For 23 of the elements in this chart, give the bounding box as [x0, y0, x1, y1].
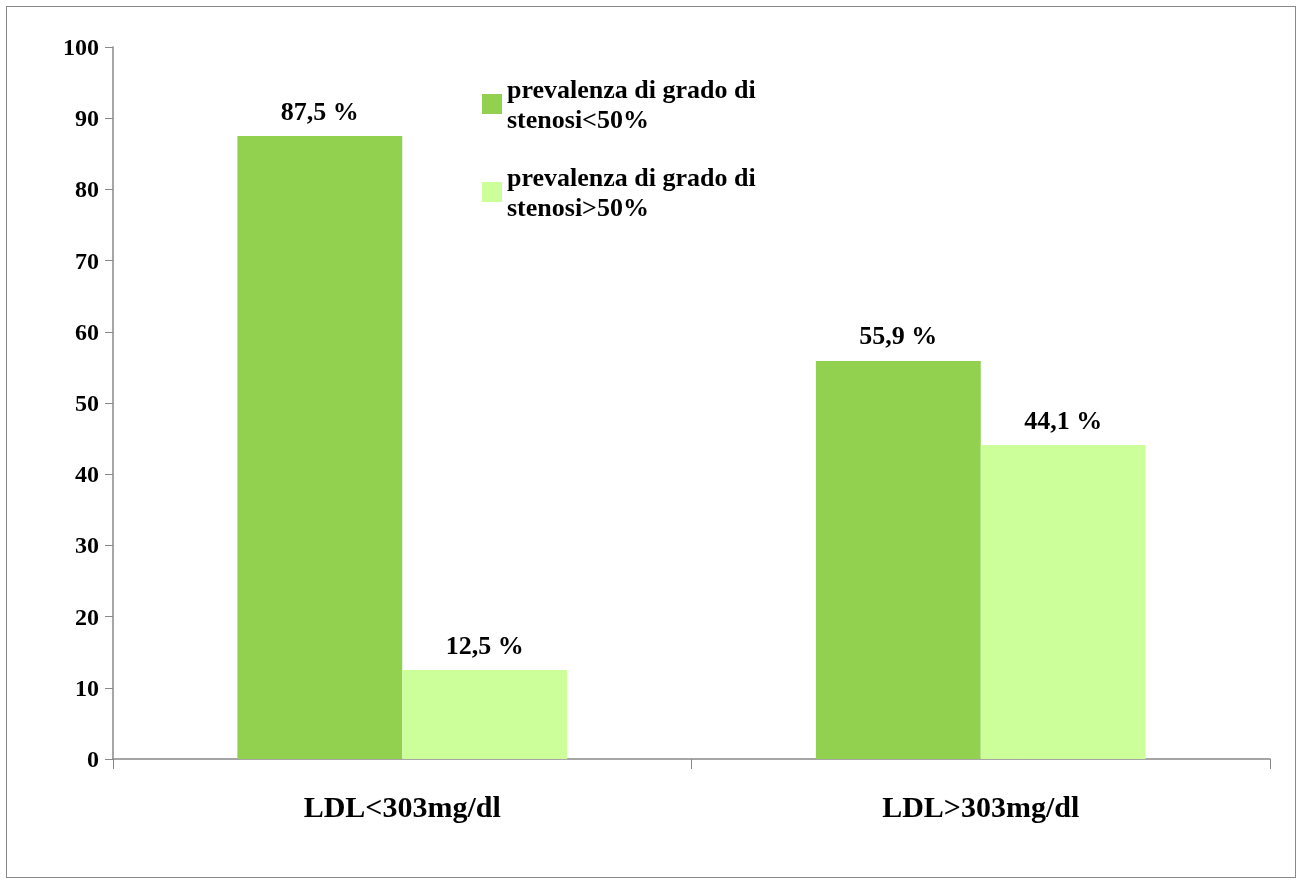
- bar: [815, 360, 981, 759]
- y-tick-label: 100: [63, 34, 99, 60]
- bar: [237, 136, 403, 759]
- y-tick-label: 50: [75, 390, 99, 416]
- bar: [402, 670, 568, 759]
- data-label: 12,5 %: [445, 630, 524, 660]
- data-label: 87,5 %: [280, 96, 359, 126]
- x-tick-label: LDL>303mg/dl: [882, 789, 1080, 823]
- y-tick-label: 10: [75, 674, 99, 701]
- legend-label: prevalenza di grado di stenosi>50%: [507, 162, 763, 222]
- legend-label: prevalenza di grado di stenosi<50%: [507, 74, 763, 134]
- y-tick-label: 70: [75, 247, 99, 274]
- data-label: 44,1 %: [1024, 405, 1103, 435]
- y-tick-label: 20: [75, 603, 99, 630]
- x-tick-label: LDL<303mg/dl: [303, 789, 501, 823]
- data-label: 55,9 %: [859, 321, 938, 351]
- y-tick-label: 80: [75, 176, 99, 203]
- y-tick-label: 40: [75, 461, 99, 488]
- bar: [980, 445, 1146, 759]
- y-tick-label: 0: [87, 746, 99, 772]
- y-tick-label: 30: [75, 532, 99, 559]
- y-tick-label: 60: [75, 318, 99, 345]
- y-tick-label: 90: [75, 105, 99, 132]
